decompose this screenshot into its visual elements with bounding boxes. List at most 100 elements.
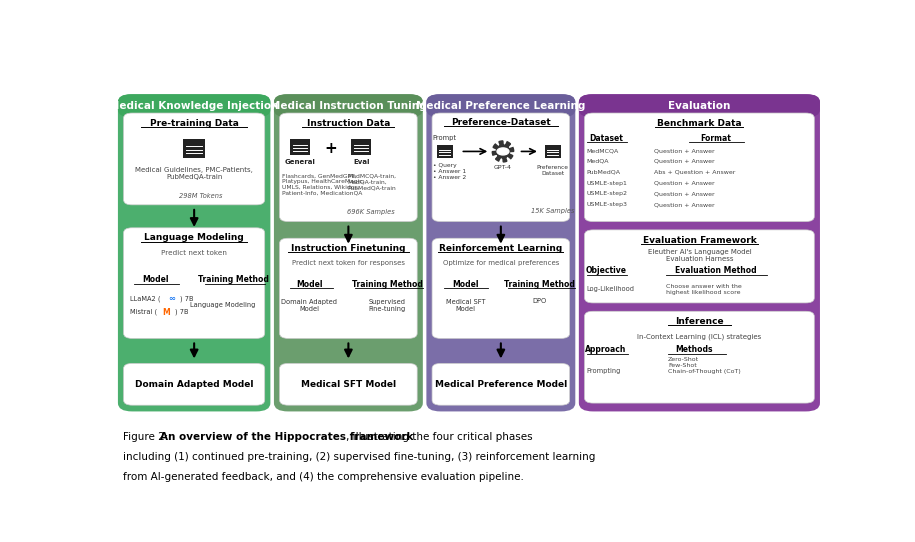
- FancyBboxPatch shape: [426, 94, 576, 411]
- FancyBboxPatch shape: [351, 139, 371, 156]
- FancyBboxPatch shape: [585, 230, 814, 303]
- Text: Medical Knowledge Injection: Medical Knowledge Injection: [110, 101, 279, 111]
- FancyBboxPatch shape: [585, 311, 814, 403]
- Text: 298M Tokens: 298M Tokens: [179, 192, 222, 199]
- FancyBboxPatch shape: [432, 364, 570, 405]
- Text: Model: Model: [296, 280, 323, 289]
- Text: LLaMA2 (: LLaMA2 (: [130, 295, 161, 302]
- Text: Preference
Dataset: Preference Dataset: [536, 165, 568, 176]
- Text: An overview of the Hippocrates framework: An overview of the Hippocrates framework: [160, 433, 414, 442]
- Text: Format: Format: [700, 133, 731, 143]
- Text: Pre-training Data: Pre-training Data: [150, 119, 239, 127]
- Text: Training Method: Training Method: [198, 275, 269, 285]
- Text: Model: Model: [452, 280, 479, 289]
- FancyBboxPatch shape: [280, 238, 417, 338]
- Text: DPO: DPO: [533, 298, 547, 304]
- Text: including (1) continued pre-training, (2) supervised fine-tuning, (3) reinforcem: including (1) continued pre-training, (2…: [123, 453, 596, 462]
- Text: Optimize for medical preferences: Optimize for medical preferences: [443, 260, 559, 266]
- Text: Eval: Eval: [353, 159, 370, 165]
- FancyBboxPatch shape: [118, 94, 271, 411]
- Text: • Query
• Answer 1
• Answer 2: • Query • Answer 1 • Answer 2: [434, 163, 467, 180]
- Text: Choose answer with the
highest likelihood score: Choose answer with the highest likelihoo…: [666, 284, 742, 294]
- Text: MedQA: MedQA: [587, 159, 609, 164]
- Text: Preference-Dataset: Preference-Dataset: [451, 118, 551, 127]
- Text: ∞: ∞: [168, 294, 175, 304]
- FancyBboxPatch shape: [579, 94, 820, 411]
- Text: Evaluation: Evaluation: [668, 101, 730, 111]
- Text: Medical Preference Learning: Medical Preference Learning: [416, 101, 586, 111]
- Text: PubMedQA: PubMedQA: [587, 170, 620, 175]
- Text: Question + Answer: Question + Answer: [654, 148, 715, 153]
- Text: Prompt: Prompt: [433, 135, 457, 141]
- Text: Language Modeling: Language Modeling: [145, 233, 244, 242]
- FancyBboxPatch shape: [544, 145, 561, 158]
- FancyBboxPatch shape: [585, 113, 814, 222]
- Text: ) 7B: ) 7B: [180, 295, 193, 302]
- FancyBboxPatch shape: [118, 94, 271, 117]
- Circle shape: [497, 148, 509, 155]
- Text: Question + Answer: Question + Answer: [654, 191, 715, 197]
- Text: MedMCQA-train,
MedQA-train,
PubMedQA-train: MedMCQA-train, MedQA-train, PubMedQA-tra…: [347, 173, 396, 190]
- Text: Evaluation Framework: Evaluation Framework: [642, 236, 757, 245]
- Text: Reinforcement Learning: Reinforcement Learning: [439, 244, 563, 253]
- Text: Approach: Approach: [585, 345, 627, 354]
- FancyBboxPatch shape: [280, 364, 417, 405]
- Text: Supervised
Fine-tuning: Supervised Fine-tuning: [369, 299, 406, 312]
- Text: Methods: Methods: [675, 345, 713, 354]
- Text: from AI-generated feedback, and (4) the comprehensive evaluation pipeline.: from AI-generated feedback, and (4) the …: [123, 472, 523, 482]
- Text: USMLE-step3: USMLE-step3: [587, 202, 628, 208]
- Text: Question + Answer: Question + Answer: [654, 159, 715, 164]
- Text: M: M: [162, 308, 169, 317]
- Text: Question + Answer: Question + Answer: [654, 202, 715, 208]
- Text: Objective: Objective: [586, 266, 626, 275]
- Text: MedMCQA: MedMCQA: [587, 148, 619, 153]
- FancyBboxPatch shape: [124, 364, 264, 405]
- Text: Zero-Shot
Few-Shot
Chain-of-Thought (CoT): Zero-Shot Few-Shot Chain-of-Thought (CoT…: [668, 357, 741, 374]
- Text: USMLE-step1: USMLE-step1: [587, 180, 628, 186]
- Text: Medical Instruction Tuning: Medical Instruction Tuning: [270, 101, 426, 111]
- Text: USMLE-step2: USMLE-step2: [587, 191, 628, 197]
- Text: , illustrating the four critical phases: , illustrating the four critical phases: [346, 433, 533, 442]
- FancyBboxPatch shape: [290, 139, 310, 156]
- FancyBboxPatch shape: [274, 94, 423, 411]
- Text: Instruction Data: Instruction Data: [307, 119, 390, 127]
- Text: Eleuther AI's Language Model
Evaluation Harness: Eleuther AI's Language Model Evaluation …: [648, 249, 751, 262]
- Text: Inference: Inference: [675, 317, 724, 326]
- Text: 696K Samples: 696K Samples: [347, 209, 394, 215]
- Text: Figure 2:: Figure 2:: [123, 433, 171, 442]
- FancyBboxPatch shape: [579, 94, 820, 117]
- Text: Predict next token: Predict next token: [161, 250, 227, 256]
- Text: Benchmark Data: Benchmark Data: [657, 119, 742, 127]
- Text: Dataset: Dataset: [589, 133, 623, 143]
- Text: Medical Preference Model: Medical Preference Model: [435, 380, 567, 389]
- Text: General: General: [285, 159, 316, 165]
- Text: Model: Model: [142, 275, 168, 285]
- Text: 15K Samples: 15K Samples: [531, 208, 575, 214]
- Text: In-Context Learning (ICL) strategies: In-Context Learning (ICL) strategies: [637, 333, 761, 339]
- FancyBboxPatch shape: [432, 238, 570, 338]
- Text: ) 7B: ) 7B: [175, 309, 188, 315]
- Text: +: +: [324, 140, 337, 156]
- Text: Domain Adapted
Model: Domain Adapted Model: [282, 299, 338, 312]
- Text: Question + Answer: Question + Answer: [654, 180, 715, 186]
- FancyBboxPatch shape: [124, 228, 264, 338]
- Text: Log-Likelihood: Log-Likelihood: [587, 286, 635, 292]
- FancyBboxPatch shape: [432, 113, 570, 222]
- Text: Medical SFT Model: Medical SFT Model: [301, 380, 396, 389]
- FancyBboxPatch shape: [426, 94, 576, 117]
- Text: GPT-4: GPT-4: [494, 165, 512, 170]
- Text: Medical Guidelines, PMC-Patients,
PubMedQA-train: Medical Guidelines, PMC-Patients, PubMed…: [135, 167, 253, 180]
- Text: Domain Adapted Model: Domain Adapted Model: [135, 380, 253, 389]
- FancyBboxPatch shape: [436, 145, 453, 158]
- Text: Evaluation Method: Evaluation Method: [675, 266, 757, 275]
- Text: Language Modeling: Language Modeling: [189, 302, 255, 308]
- Text: Prompting: Prompting: [587, 367, 621, 373]
- Text: Training Method: Training Method: [504, 280, 576, 289]
- FancyBboxPatch shape: [183, 139, 206, 158]
- Text: Instruction Finetuning: Instruction Finetuning: [291, 244, 405, 253]
- Text: Medical SFT
Model: Medical SFT Model: [446, 299, 485, 312]
- FancyBboxPatch shape: [124, 113, 264, 205]
- Text: Training Method: Training Method: [352, 280, 423, 289]
- Text: Predict next token for responses: Predict next token for responses: [292, 260, 404, 266]
- Text: Mistral (: Mistral (: [130, 309, 157, 315]
